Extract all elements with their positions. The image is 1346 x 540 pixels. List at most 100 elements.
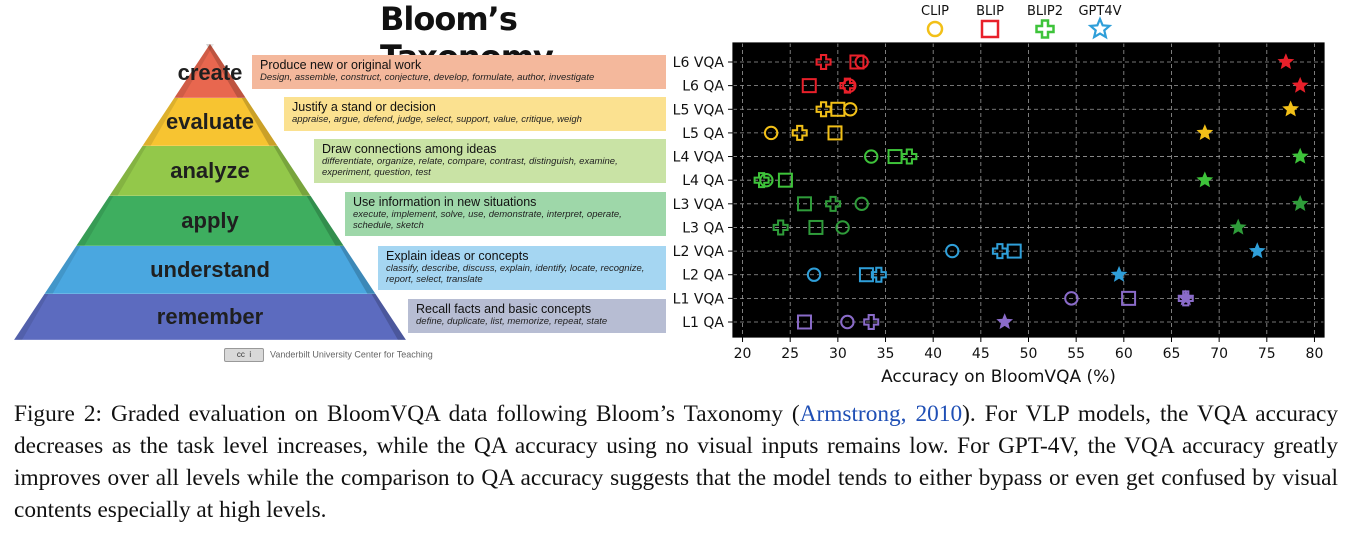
level-description-apply: Use information in new situations execute…: [345, 192, 666, 236]
point-clip-l2-qa: [806, 267, 822, 282]
level-description-analyze: Draw connections among ideas differentiat…: [314, 139, 666, 183]
pyramid-level-create: create: [177, 60, 243, 85]
level-verbs: report, select, translate: [386, 274, 483, 285]
figure-caption: Figure 2: Graded evaluation on BloomVQA …: [14, 398, 1338, 526]
point-blip2-l4-qa: [753, 172, 770, 189]
point-gpt4v-l6-vqa: [1277, 53, 1295, 70]
point-blip-l2-qa: [858, 267, 874, 283]
point-blip-l1-qa: [796, 314, 812, 330]
y-tick-label: L6 QA: [682, 79, 724, 95]
point-gpt4v-l5-qa: [1196, 124, 1214, 141]
y-tick-label: L1 VQA: [673, 291, 725, 307]
bloom-pyramid-panel: Bloom’s Taxonomy createevaluateanalyzeap…: [0, 0, 700, 372]
point-clip-l2-vqa: [945, 243, 960, 259]
point-blip-l6-vqa: [849, 54, 865, 70]
pyramid-graphic: [14, 44, 406, 341]
x-tick-label: 35: [877, 346, 895, 362]
x-axis-label: Accuracy on BloomVQA (%): [881, 367, 1116, 387]
point-gpt4v-l2-qa: [1110, 265, 1128, 282]
point-clip-l5-qa: [763, 125, 779, 141]
level-verbs: define, duplicate, list, memorize, repea…: [416, 316, 608, 327]
point-blip2-l5-qa: [791, 124, 808, 141]
x-tick-label: 20: [734, 346, 752, 362]
point-gpt4v-l2-vqa: [1248, 242, 1266, 259]
x-tick-label: 80: [1306, 346, 1324, 362]
level-description-remember: Recall facts and basic concepts define, d…: [408, 299, 666, 333]
y-tick-label: L3 VQA: [673, 197, 725, 213]
y-tick-label: L2 QA: [682, 268, 724, 284]
y-tick-label: L6 VQA: [673, 55, 725, 71]
pyramid-level-remember: remember: [156, 304, 264, 329]
point-blip2-l3-qa: [772, 219, 789, 236]
level-heading: Justify a stand or decision: [292, 100, 436, 114]
pyramid-tier-create: [174, 44, 246, 99]
level-verbs: classify, describe, discuss, explain, id…: [386, 263, 645, 274]
level-verbs: schedule, sketch: [353, 220, 424, 231]
point-blip-l4-qa: [777, 172, 793, 188]
citation-link[interactable]: Armstrong, 2010: [800, 401, 962, 427]
point-blip2-l4-vqa: [901, 148, 918, 165]
y-tick-label: L2 VQA: [673, 244, 725, 260]
x-tick-label: 70: [1210, 346, 1228, 362]
x-tick-label: 25: [781, 346, 799, 362]
star-icon: [1087, 16, 1113, 40]
point-gpt4v-l1-qa: [996, 313, 1014, 330]
caption-text-start: Figure 2: Graded evaluation on BloomVQA …: [14, 401, 800, 427]
point-gpt4v-l3-qa: [1229, 218, 1247, 235]
point-blip-l6-qa: [801, 78, 817, 94]
point-clip-l3-qa: [835, 220, 850, 235]
y-tick-label: L1 QA: [682, 315, 724, 331]
y-tick-label: L4 QA: [682, 173, 724, 189]
legend-label-clip: CLIP: [921, 4, 949, 19]
y-tick-label: L4 VQA: [673, 150, 725, 166]
pyramid-tier-analyze: [109, 146, 311, 197]
level-description-create: Produce new or original work Design, asse…: [252, 55, 666, 89]
legend-label-gpt4v: GPT4V: [1078, 4, 1121, 19]
citation-author: Armstrong: [799, 401, 901, 427]
point-clip-l1-vqa: [1064, 291, 1079, 306]
point-clip-l4-vqa: [864, 149, 879, 164]
point-gpt4v-l6-qa: [1291, 76, 1309, 93]
y-tick-label: L3 QA: [682, 220, 724, 236]
point-gpt4v-l4-vqa: [1291, 147, 1309, 164]
level-description-evaluate: Justify a stand or decision appraise, arg…: [284, 97, 666, 131]
point-gpt4v-l4-qa: [1196, 171, 1214, 188]
level-verbs: Design, assemble, construct, conjecture,…: [260, 72, 595, 83]
point-clip-l4-qa: [759, 172, 774, 188]
square-icon: [980, 19, 1000, 39]
credit-line: cc i Vanderbilt University Center for Tea…: [224, 348, 433, 362]
pyramid-level-apply: apply: [181, 208, 239, 233]
level-verbs: execute, implement, solve, use, demonstr…: [353, 209, 622, 220]
point-blip-l3-qa: [808, 219, 824, 235]
x-tick-label: 45: [972, 346, 990, 362]
level-heading: Produce new or original work: [260, 58, 422, 72]
point-gpt4v-l3-vqa: [1291, 195, 1309, 211]
point-blip2-l1-qa: [863, 314, 880, 330]
pyramid-tier-remember: [14, 294, 406, 341]
level-verbs: differentiate, organize, relate, compare…: [322, 156, 618, 167]
level-description-understand: Explain ideas or concepts classify, descr…: [378, 246, 666, 290]
citation-year: 2010: [915, 401, 963, 427]
pyramid-level-evaluate: evaluate: [165, 109, 255, 134]
pyramid-level-understand: understand: [150, 257, 270, 282]
point-gpt4v-l5-vqa: [1282, 100, 1300, 117]
point-blip-l5-qa: [827, 125, 843, 141]
x-tick-label: 60: [1115, 346, 1133, 362]
point-blip2-l2-vqa: [991, 243, 1008, 260]
level-heading: Draw connections among ideas: [322, 142, 497, 156]
x-tick-label: 75: [1258, 346, 1276, 362]
pyramid-level-analyze: analyze: [170, 158, 250, 183]
pyramid-tier-understand: [44, 246, 376, 295]
level-heading: Explain ideas or concepts: [386, 249, 529, 263]
credit-text: Vanderbilt University Center for Teachin…: [270, 349, 433, 360]
caption-text-end: ). For VLP models, the VQA accuracy decr…: [14, 401, 1339, 523]
point-blip2-l6-vqa: [815, 54, 832, 70]
legend: CLIP BLIP BLIP2 GPT4V: [921, 4, 1122, 40]
plus-icon: [1035, 19, 1055, 39]
y-tick-label: L5 VQA: [673, 102, 725, 118]
x-tick-label: 65: [1163, 346, 1181, 362]
x-tick-label: 30: [829, 346, 847, 362]
legend-label-blip2: BLIP2: [1027, 4, 1063, 19]
x-tick-label: 40: [924, 346, 942, 362]
citation-separator: ,: [900, 401, 916, 427]
